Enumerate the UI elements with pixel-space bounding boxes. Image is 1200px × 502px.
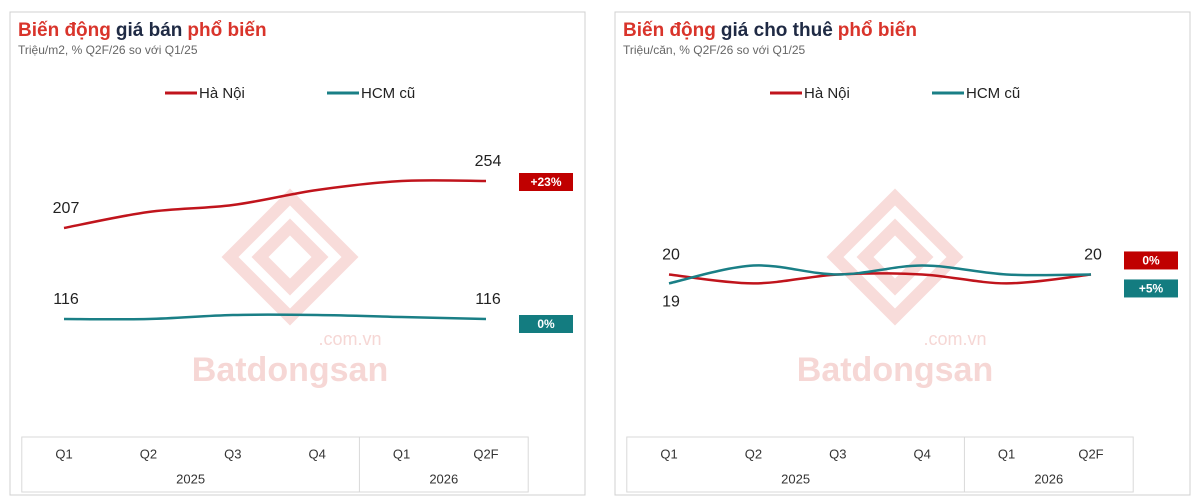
watermark: Batdongsan bbox=[797, 351, 993, 389]
value-label: 254 bbox=[475, 153, 502, 170]
value-label: 19 bbox=[662, 294, 680, 311]
title-part: phổ biến bbox=[187, 20, 266, 41]
legend-label: HCM cũ bbox=[361, 85, 415, 102]
change-badge bbox=[1124, 279, 1178, 298]
value-label: 116 bbox=[475, 291, 501, 308]
category-table bbox=[21, 436, 529, 493]
x-tick-label: Q2F bbox=[1078, 446, 1103, 461]
x-tick-label: Q1 bbox=[660, 446, 677, 461]
chart-panel: Batdongsan.com.vn Biến động giá bán phổ biế… bbox=[9, 11, 586, 496]
change-label: +5% bbox=[1139, 282, 1164, 296]
series-line bbox=[668, 264, 1092, 285]
watermark-domain: .com.vn bbox=[923, 329, 986, 349]
chart-title: Biến động giá cho thuê phổ biến bbox=[623, 20, 917, 41]
title-part: phổ biến bbox=[838, 20, 917, 41]
value-label: 20 bbox=[1084, 247, 1102, 264]
watermark-domain: .com.vn bbox=[318, 329, 381, 349]
legend-label: HCM cũ bbox=[966, 85, 1020, 102]
change-label: 0% bbox=[1142, 254, 1160, 268]
x-tick-label: Q3 bbox=[224, 446, 241, 461]
x-tick-label: Q1 bbox=[393, 446, 410, 461]
x-group-label: 2026 bbox=[429, 471, 458, 486]
x-tick-label: Q2F bbox=[473, 446, 498, 461]
title-part: Biến động bbox=[18, 20, 111, 41]
change-label: +23% bbox=[530, 175, 561, 189]
watermark-logo bbox=[826, 188, 964, 326]
change-badge bbox=[1124, 251, 1178, 270]
x-tick-label: Q4 bbox=[914, 446, 931, 461]
value-label: 20 bbox=[662, 247, 680, 264]
series-line bbox=[668, 272, 1092, 285]
title-part: giá cho thuê bbox=[721, 20, 833, 41]
chart-subtitle: Triệu/m2, % Q2F/26 so với Q1/25 bbox=[18, 43, 198, 57]
watermark-logo bbox=[221, 188, 359, 326]
change-badge bbox=[519, 315, 573, 333]
legend-label: Hà Nội bbox=[804, 85, 850, 102]
title-part: giá bán bbox=[116, 20, 183, 41]
x-group-label: 2025 bbox=[176, 471, 205, 486]
panel-border bbox=[9, 11, 586, 496]
x-group-label: 2025 bbox=[781, 471, 810, 486]
panel-border bbox=[614, 11, 1191, 496]
value-label: 207 bbox=[53, 200, 80, 217]
category-table bbox=[626, 436, 1134, 493]
x-tick-label: Q2 bbox=[140, 446, 157, 461]
change-badge bbox=[519, 173, 573, 191]
chart-subtitle: Triệu/căn, % Q2F/26 so với Q1/25 bbox=[623, 43, 805, 57]
value-label: 116 bbox=[53, 291, 79, 308]
chart-panel: Batdongsan.com.vn Biến động giá cho thuê ph… bbox=[614, 11, 1191, 496]
legend-label: Hà Nội bbox=[199, 85, 245, 102]
chart-title: Biến động giá bán phổ biến bbox=[18, 20, 267, 41]
watermark: Batdongsan bbox=[192, 351, 388, 389]
x-tick-label: Q2 bbox=[745, 446, 762, 461]
change-label: 0% bbox=[537, 317, 555, 331]
x-group-label: 2026 bbox=[1034, 471, 1063, 486]
x-tick-label: Q1 bbox=[55, 446, 72, 461]
x-tick-label: Q3 bbox=[829, 446, 846, 461]
x-tick-label: Q1 bbox=[998, 446, 1015, 461]
x-tick-label: Q4 bbox=[309, 446, 326, 461]
title-part: Biến động bbox=[623, 20, 716, 41]
series-line bbox=[63, 179, 487, 230]
series-line bbox=[63, 313, 487, 321]
